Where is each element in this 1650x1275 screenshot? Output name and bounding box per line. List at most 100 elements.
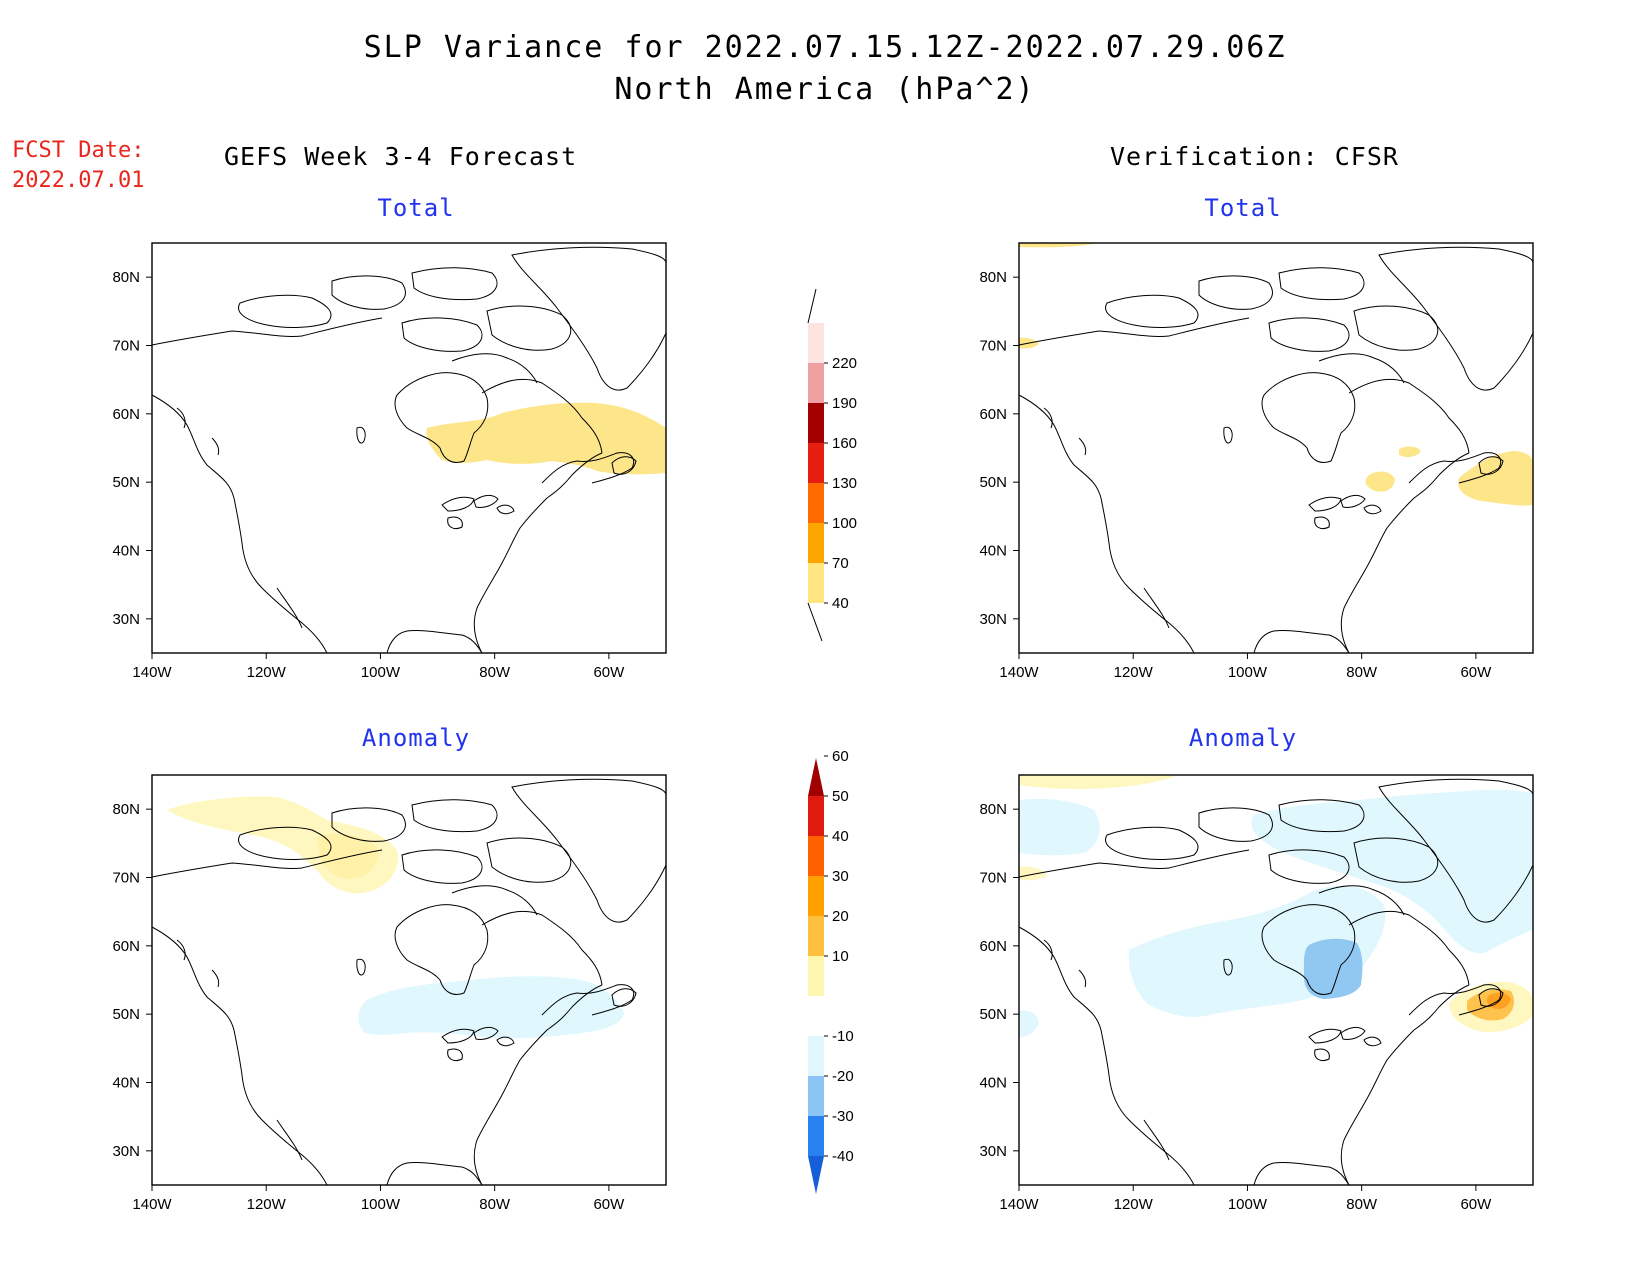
lat-tick-label: 70N bbox=[979, 338, 1007, 355]
lon-tick-label: 140W bbox=[132, 664, 172, 681]
coastline-segment bbox=[1363, 1036, 1382, 1047]
lon-tick-label: 60W bbox=[1460, 664, 1492, 681]
gefs-total-map-svg: 140W 120W 100W 80W 60W 80N 70N 60N 50N 40N 30N bbox=[112, 242, 667, 681]
coastline-segment bbox=[1105, 826, 1199, 860]
colorbar-label: 10 bbox=[832, 948, 849, 965]
lat-tick-label: 80N bbox=[979, 801, 1007, 818]
coastline-segment bbox=[1198, 275, 1273, 310]
coastline-segment bbox=[473, 1026, 499, 1040]
coastline-segment bbox=[386, 1162, 483, 1186]
lon-tick-label: 120W bbox=[1114, 1196, 1154, 1213]
colorbar-segment bbox=[808, 1076, 824, 1116]
coastline-segment bbox=[401, 849, 483, 884]
lat-tick-label: 30N bbox=[112, 1143, 140, 1160]
map-frame bbox=[151, 774, 667, 1186]
total-colorbar: 40 70 100 130 160 190 220 bbox=[800, 285, 870, 642]
coastline-segment bbox=[1268, 317, 1350, 352]
coastline-segment bbox=[1308, 496, 1342, 512]
coastline-segment bbox=[411, 267, 498, 301]
lat-tick-label: 30N bbox=[979, 1143, 1007, 1160]
colorbar-segment bbox=[808, 363, 824, 403]
coastline-segment bbox=[541, 984, 635, 1016]
lon-tick-label: 60W bbox=[593, 664, 625, 681]
lon-tick-label: 120W bbox=[1114, 664, 1154, 681]
gefs-anomaly-map: 140W 120W 100W 80W 60W 80N 70N 60N 50N 40N 30N bbox=[112, 774, 667, 1213]
coastlines bbox=[151, 778, 667, 1186]
colorbar-segment bbox=[808, 403, 824, 443]
forecast-date-value: 2022.07.01 bbox=[12, 168, 145, 193]
lat-tick-label: 40N bbox=[112, 543, 140, 560]
lon-tick-label: 80W bbox=[479, 1196, 511, 1213]
coastline-segment bbox=[151, 926, 328, 1186]
shading-neg10-arctic-north bbox=[1251, 789, 1533, 954]
shading-10-20-nw-coast bbox=[1019, 866, 1047, 881]
lat-tick-label: 70N bbox=[112, 870, 140, 887]
lat-tick-label: 60N bbox=[979, 406, 1007, 423]
shading-neg20-hudson bbox=[1303, 938, 1363, 999]
cfsr-total-map-svg: 140W 120W 100W 80W 60W 80N 70N 60N 50N 40N 30N bbox=[979, 242, 1534, 681]
colorbar-label: -10 bbox=[832, 1028, 854, 1045]
gefs-column-heading: GEFS Week 3-4 Forecast bbox=[224, 142, 578, 171]
lat-tick-label: 70N bbox=[112, 338, 140, 355]
gefs-total-title: Total bbox=[377, 194, 455, 222]
coastline-segment bbox=[1278, 799, 1365, 833]
coastline-segment bbox=[541, 452, 635, 484]
shading-40-70-top-edge bbox=[1019, 243, 1099, 248]
shading-40-70-hudson-labrador bbox=[426, 402, 666, 475]
coastline-segment bbox=[1018, 394, 1195, 654]
cfsr-anomaly-map: 140W 120W 100W 80W 60W 80N 70N 60N 50N 40N 30N bbox=[979, 774, 1534, 1213]
cfsr-total-shading bbox=[1019, 243, 1533, 506]
colorbar-label: 70 bbox=[832, 555, 849, 572]
coastline-segment bbox=[511, 246, 667, 391]
coastline-segment bbox=[1340, 1026, 1366, 1040]
lon-tick-label: 100W bbox=[1228, 664, 1268, 681]
cfsr-anomaly-map-svg: 140W 120W 100W 80W 60W 80N 70N 60N 50N 40N 30N bbox=[979, 774, 1534, 1213]
colorbar-segment bbox=[808, 836, 824, 876]
anomaly-colorbar: -40 -30 -20 -10 10 20 30 40 50 60 bbox=[800, 748, 870, 1208]
coastline-segment bbox=[176, 939, 186, 961]
axes-ticks: 140W 120W 100W 80W 60W 80N 70N 60N 50N 40N 30N bbox=[979, 801, 1492, 1213]
coastline-segment bbox=[481, 910, 603, 986]
coastline-segment bbox=[401, 317, 483, 352]
coastline-segment bbox=[1253, 630, 1350, 654]
coastline-segment bbox=[1408, 984, 1502, 1016]
colorbar-segment bbox=[808, 523, 824, 563]
lat-tick-label: 80N bbox=[112, 269, 140, 286]
colorbar-label: 50 bbox=[832, 788, 849, 805]
lat-tick-label: 50N bbox=[979, 474, 1007, 491]
lat-tick-label: 80N bbox=[112, 801, 140, 818]
lat-tick-label: 30N bbox=[979, 611, 1007, 628]
colorbar-label: -20 bbox=[832, 1068, 854, 1085]
coastline-segment bbox=[1340, 984, 1470, 1186]
lat-tick-label: 60N bbox=[112, 406, 140, 423]
coastline-segment bbox=[1348, 378, 1470, 454]
coastline-segment bbox=[1478, 988, 1504, 1007]
coastline-segment bbox=[451, 885, 538, 916]
colorbar-segment bbox=[808, 563, 824, 603]
colorbar-segment bbox=[808, 443, 824, 483]
coastline-segment bbox=[176, 407, 186, 429]
coastline-segment bbox=[1308, 1028, 1342, 1044]
figure-subtitle: North America (hPa^2) bbox=[614, 72, 1036, 107]
coastline-segment bbox=[331, 807, 406, 842]
coastline-segment bbox=[486, 305, 572, 351]
lat-tick-label: 80N bbox=[979, 269, 1007, 286]
coastline-segment bbox=[1318, 885, 1405, 916]
anomaly-colorbar-svg: -40 -30 -20 -10 10 20 30 40 50 60 bbox=[808, 748, 854, 1194]
colorbar-label: 130 bbox=[832, 475, 857, 492]
lon-tick-label: 120W bbox=[247, 664, 287, 681]
lat-tick-label: 40N bbox=[979, 1075, 1007, 1092]
colorbar-label: 30 bbox=[832, 868, 849, 885]
coastline-segment bbox=[473, 494, 499, 508]
coastline-segment bbox=[1261, 904, 1356, 995]
shading-neg10-west-edge bbox=[1019, 1010, 1039, 1037]
coastline-segment bbox=[1253, 1162, 1350, 1186]
coastline-segment bbox=[276, 1119, 303, 1161]
colorbar-ends bbox=[807, 288, 823, 642]
coastline-segment bbox=[1078, 969, 1087, 988]
colorbar-label: -40 bbox=[832, 1148, 854, 1165]
cfsr-anomaly-shading bbox=[1019, 775, 1533, 1037]
coastline-segment bbox=[151, 317, 383, 346]
coastline-segment bbox=[1078, 437, 1087, 456]
shading-10-20-top bbox=[1019, 775, 1179, 789]
